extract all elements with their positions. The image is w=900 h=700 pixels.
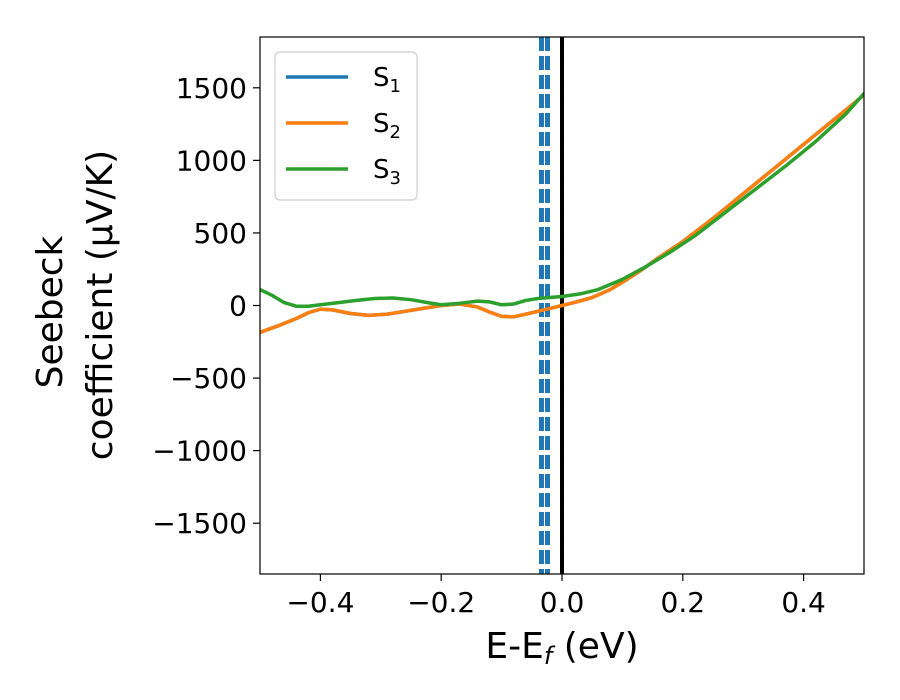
x-tick-label: −0.2 bbox=[407, 586, 475, 619]
y-tick-label: 1500 bbox=[176, 72, 247, 105]
series-line-s3 bbox=[260, 91, 864, 308]
y-axis-label-line1: Seebeck bbox=[30, 235, 71, 388]
legend: S1 S2 S3 bbox=[274, 51, 418, 201]
x-axis-label-unit: (eV) bbox=[552, 626, 638, 667]
x-tick-label: 0.2 bbox=[661, 586, 706, 619]
x-tick-label: 0.4 bbox=[781, 586, 826, 619]
y-tick-label: 500 bbox=[194, 217, 247, 250]
y-axis-label-line2: coefficient (μV/K) bbox=[80, 150, 121, 460]
x-axis-label-main: E-E bbox=[485, 626, 543, 667]
series-line-s2 bbox=[260, 93, 864, 335]
y-tick-label: −1000 bbox=[152, 435, 247, 468]
x-axis-ticks: −0.4 −0.2 0.0 0.2 0.4 bbox=[286, 574, 826, 619]
y-axis-ticks: −1500 −1000 −500 0 500 1000 1500 bbox=[152, 72, 260, 540]
x-tick-label: 0.0 bbox=[540, 586, 585, 619]
y-tick-label: −1500 bbox=[152, 507, 247, 540]
legend-label-s2: S2 bbox=[373, 109, 401, 143]
x-tick-label: −0.4 bbox=[286, 586, 354, 619]
legend-label-s3: S3 bbox=[373, 155, 401, 189]
legend-box bbox=[274, 51, 418, 201]
x-axis-label: E-Ef (eV) bbox=[485, 626, 638, 670]
y-tick-label: 0 bbox=[229, 290, 247, 323]
y-tick-label: −500 bbox=[170, 362, 247, 395]
y-tick-label: 1000 bbox=[176, 144, 247, 177]
legend-label-s1: S1 bbox=[373, 63, 401, 97]
y-axis-label: Seebeck coefficient (μV/K) bbox=[30, 150, 121, 460]
